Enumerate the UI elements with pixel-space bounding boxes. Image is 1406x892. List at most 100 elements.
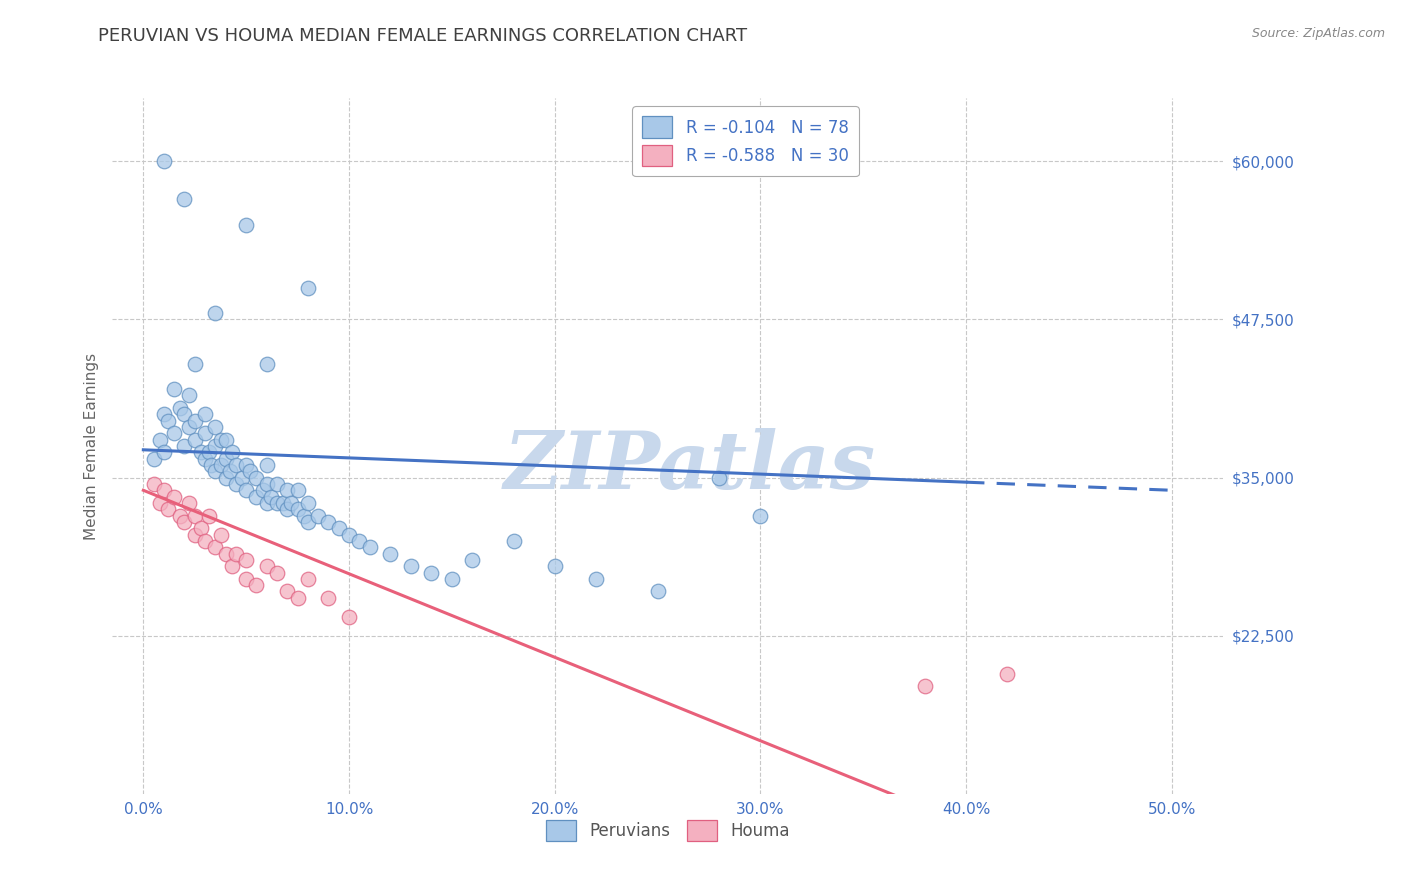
Point	[142, 451, 165, 466]
Point	[214, 433, 236, 447]
Point	[200, 458, 222, 472]
Point	[198, 445, 221, 459]
Point	[211, 527, 233, 541]
Point	[149, 433, 172, 447]
Text: ZIPatlas: ZIPatlas	[503, 428, 876, 506]
Point	[177, 496, 200, 510]
Point	[163, 382, 186, 396]
Point	[260, 490, 283, 504]
Point	[256, 458, 278, 472]
Y-axis label: Median Female Earnings: Median Female Earnings	[83, 352, 98, 540]
Point	[266, 566, 288, 580]
Point	[235, 572, 257, 586]
Point	[173, 439, 195, 453]
Text: Source: ZipAtlas.com: Source: ZipAtlas.com	[1251, 27, 1385, 40]
Point	[177, 388, 200, 402]
Point	[914, 679, 936, 693]
Point	[190, 445, 212, 459]
Point	[749, 508, 772, 523]
Point	[169, 508, 191, 523]
Point	[194, 426, 217, 441]
Point	[287, 483, 309, 498]
Point	[204, 439, 226, 453]
Point	[153, 445, 176, 459]
Point	[184, 357, 207, 371]
Point	[318, 515, 340, 529]
Point	[252, 483, 274, 498]
Point	[349, 533, 371, 548]
Point	[225, 477, 247, 491]
Text: PERUVIAN VS HOUMA MEDIAN FEMALE EARNINGS CORRELATION CHART: PERUVIAN VS HOUMA MEDIAN FEMALE EARNINGS…	[98, 27, 748, 45]
Point	[163, 490, 186, 504]
Point	[173, 515, 195, 529]
Point	[256, 496, 278, 510]
Point	[297, 496, 319, 510]
Point	[231, 470, 253, 484]
Point	[276, 483, 298, 498]
Point	[235, 483, 257, 498]
Point	[461, 553, 484, 567]
Point	[318, 591, 340, 605]
Point	[399, 559, 422, 574]
Point	[163, 426, 186, 441]
Point	[297, 572, 319, 586]
Point	[585, 572, 607, 586]
Point	[235, 218, 257, 232]
Point	[276, 584, 298, 599]
Point	[194, 408, 217, 422]
Point	[359, 540, 381, 554]
Point	[995, 666, 1018, 681]
Point	[337, 609, 360, 624]
Point	[256, 559, 278, 574]
Point	[266, 496, 288, 510]
Point	[709, 470, 731, 484]
Point	[245, 470, 267, 484]
Point	[328, 521, 350, 535]
Point	[280, 496, 302, 510]
Point	[214, 470, 236, 484]
Point	[235, 553, 257, 567]
Point	[225, 547, 247, 561]
Point	[173, 408, 195, 422]
Point	[177, 420, 200, 434]
Point	[157, 502, 180, 516]
Point	[239, 464, 262, 478]
Point	[440, 572, 463, 586]
Point	[190, 521, 212, 535]
Point	[287, 502, 309, 516]
Point	[194, 533, 217, 548]
Point	[221, 445, 243, 459]
Point	[276, 502, 298, 516]
Point	[204, 540, 226, 554]
Point	[204, 464, 226, 478]
Point	[266, 477, 288, 491]
Point	[204, 420, 226, 434]
Point	[214, 547, 236, 561]
Point	[184, 527, 207, 541]
Legend: Peruvians, Houma: Peruvians, Houma	[540, 814, 796, 848]
Point	[194, 451, 217, 466]
Point	[378, 547, 402, 561]
Point	[157, 414, 180, 428]
Point	[221, 559, 243, 574]
Point	[218, 464, 240, 478]
Point	[297, 515, 319, 529]
Point	[204, 306, 226, 320]
Point	[149, 496, 172, 510]
Point	[184, 508, 207, 523]
Point	[337, 527, 360, 541]
Point	[153, 483, 176, 498]
Point	[153, 408, 176, 422]
Point	[214, 451, 236, 466]
Point	[198, 508, 221, 523]
Point	[307, 508, 329, 523]
Point	[256, 477, 278, 491]
Point	[153, 154, 176, 169]
Point	[245, 578, 267, 592]
Point	[169, 401, 191, 415]
Point	[292, 508, 315, 523]
Point	[502, 533, 524, 548]
Point	[173, 192, 195, 206]
Point	[256, 357, 278, 371]
Point	[544, 559, 567, 574]
